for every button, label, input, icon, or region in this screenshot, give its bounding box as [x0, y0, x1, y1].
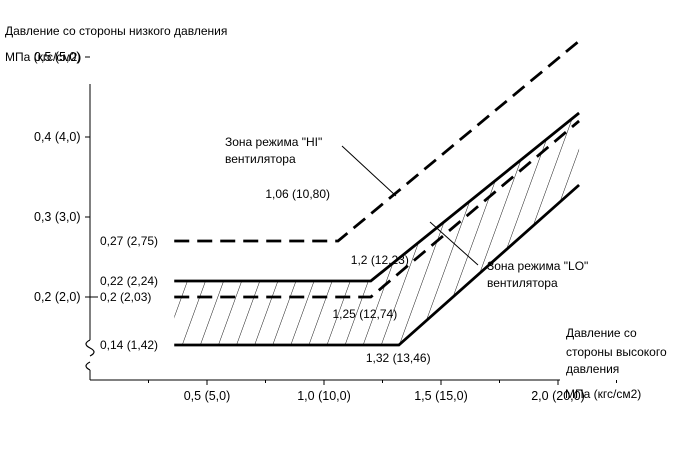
x-axis-label-line-3: давления	[566, 362, 619, 376]
x-tick-label: 0,5 (5,0)	[184, 389, 231, 403]
x-tick-label: 2,0 (20,0)	[531, 389, 585, 403]
hi-zone-upper-line	[174, 39, 580, 243]
lo-zone-lower-line	[174, 183, 580, 347]
lo-zone-upper-line	[174, 111, 580, 283]
y-value-label: 0,2 (2,03)	[100, 290, 151, 304]
y-value-label: 0,22 (2,24)	[100, 274, 158, 288]
x-tick-label: 1,0 (10,0)	[297, 389, 351, 403]
hi-zone-label: вентилятора	[225, 152, 296, 166]
x-axis-unit: МПа (кгс/см2)	[565, 387, 641, 401]
x-axis-label-line-2: стороны высокого	[566, 345, 667, 359]
axis-break-mark-lower	[85, 361, 91, 371]
x-axis-label-line-1: Давление со	[566, 326, 637, 340]
y-tick-label: 0,5 (5,0)	[34, 50, 81, 64]
y-value-label: 0,27 (2,75)	[100, 234, 158, 248]
point-value-label: 1,06 (10,80)	[265, 187, 330, 201]
point-value-label: 1,2 (12,23)	[351, 253, 409, 267]
y-axis-label: МПа (кгс/см2)	[5, 50, 81, 64]
lo-zone-label: Зона режима "LO"	[487, 259, 588, 273]
hi-zone-label: Зона режима "HI"	[225, 135, 322, 149]
y-tick-label: 0,2 (2,0)	[34, 290, 81, 304]
hi-zone-leader	[341, 145, 397, 197]
lo-zone-label: вентилятора	[487, 276, 558, 290]
point-value-label: 1,32 (13,46)	[366, 351, 431, 365]
lo-zone-leader	[429, 221, 479, 266]
y-value-label: 0,14 (1,42)	[100, 338, 158, 352]
chart-title: Давление со стороны низкого давления	[5, 24, 227, 38]
x-tick-label: 1,5 (15,0)	[414, 389, 468, 403]
hi-zone-lower-line	[174, 119, 580, 299]
y-tick-label: 0,3 (3,0)	[34, 210, 81, 224]
axis-break-mark	[85, 339, 95, 357]
point-value-label: 1,25 (12,74)	[333, 307, 398, 321]
lo-zone-hatch	[174, 113, 580, 345]
y-tick-label: 0,4 (4,0)	[34, 130, 81, 144]
